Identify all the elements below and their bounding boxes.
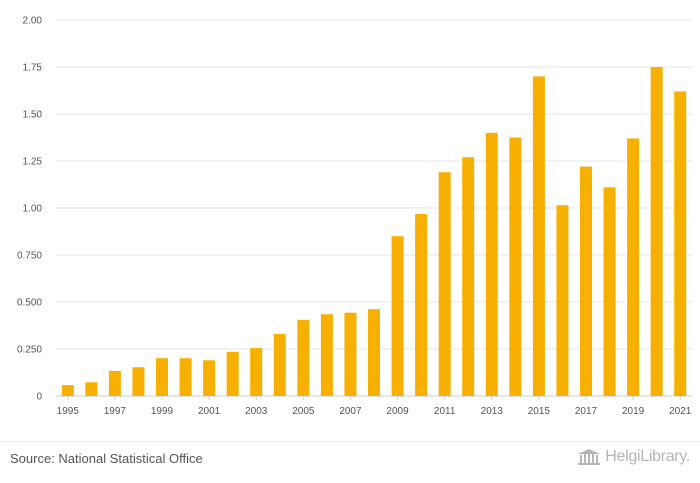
footer-divider — [0, 441, 700, 442]
x-tick-label: 2007 — [339, 406, 362, 417]
y-tick-label: 1.00 — [23, 204, 43, 215]
library-building-icon — [578, 449, 601, 465]
grid — [56, 19, 692, 397]
x-tick-label: 2001 — [198, 406, 221, 417]
x-tick-label: 2015 — [528, 406, 551, 417]
bar-2020[interactable] — [650, 67, 663, 396]
bar-2007[interactable] — [344, 312, 357, 396]
x-tick-label: 2017 — [575, 406, 598, 417]
bar-2004[interactable] — [273, 333, 286, 396]
bar-2018[interactable] — [603, 187, 616, 396]
bar-1999[interactable] — [156, 358, 168, 396]
bar-1998[interactable] — [132, 367, 145, 396]
bar-2013[interactable] — [485, 132, 498, 397]
bar-2000[interactable] — [179, 358, 192, 396]
bar-chart: 0 0.250 0.500 0.750 1.00 1.25 1.50 1.75 2.00 199… — [17, 16, 692, 417]
x-axis: 1995 1997 1999 2001 2003 2005 2007 2009 2011 2013… — [57, 396, 692, 417]
bar-2003[interactable] — [250, 348, 263, 396]
bar-1996[interactable] — [85, 382, 98, 396]
bar-2009[interactable] — [391, 236, 404, 396]
bar-2010[interactable] — [415, 214, 428, 396]
y-tick-label: 0.250 — [17, 345, 42, 356]
y-axis: 0 0.250 0.500 0.750 1.00 1.25 1.50 1.75 2.00 — [17, 16, 42, 403]
y-tick-label: 1.50 — [23, 110, 43, 121]
x-tick-label: 2011 — [434, 406, 456, 417]
x-tick-label: 1997 — [104, 406, 127, 417]
x-tick-label: 2003 — [245, 406, 268, 417]
bar-2005[interactable] — [297, 319, 310, 396]
bar-2002[interactable] — [226, 351, 239, 396]
x-tick-label: 2019 — [622, 406, 645, 417]
bar-2017[interactable] — [580, 166, 592, 396]
y-tick-label: 0 — [36, 392, 42, 403]
bar-2008[interactable] — [368, 309, 380, 396]
bar-1995[interactable] — [61, 385, 74, 396]
bar-2015[interactable] — [532, 76, 545, 397]
bar-2001[interactable] — [203, 360, 216, 396]
y-tick-label: 0.500 — [17, 298, 42, 309]
x-tick-label: 1995 — [57, 406, 80, 417]
y-tick-label: 1.25 — [23, 157, 43, 168]
bar-2014[interactable] — [509, 137, 522, 397]
bar-1997[interactable] — [108, 370, 121, 396]
x-tick-label: 2005 — [292, 406, 315, 417]
bars — [61, 67, 687, 397]
source-note: Source: National Statistical Office — [10, 451, 203, 466]
x-tick-label: 2021 — [669, 406, 692, 417]
x-tick-label: 1999 — [151, 406, 174, 417]
y-tick-label: 1.75 — [23, 63, 43, 74]
bar-2011[interactable] — [438, 172, 451, 396]
x-tick-label: 2013 — [481, 406, 504, 417]
y-tick-label: 0.750 — [17, 251, 42, 262]
brand-logo[interactable]: HelgiLibrary. — [577, 448, 690, 466]
y-tick-label: 2.00 — [23, 16, 43, 27]
bar-2016[interactable] — [556, 205, 569, 396]
brand-name: HelgiLibrary. — [605, 448, 690, 465]
bar-2006[interactable] — [320, 314, 333, 396]
bar-2021[interactable] — [674, 91, 687, 396]
bar-2019[interactable] — [627, 138, 640, 396]
bar-2012[interactable] — [462, 157, 475, 396]
x-tick-label: 2009 — [386, 406, 409, 417]
